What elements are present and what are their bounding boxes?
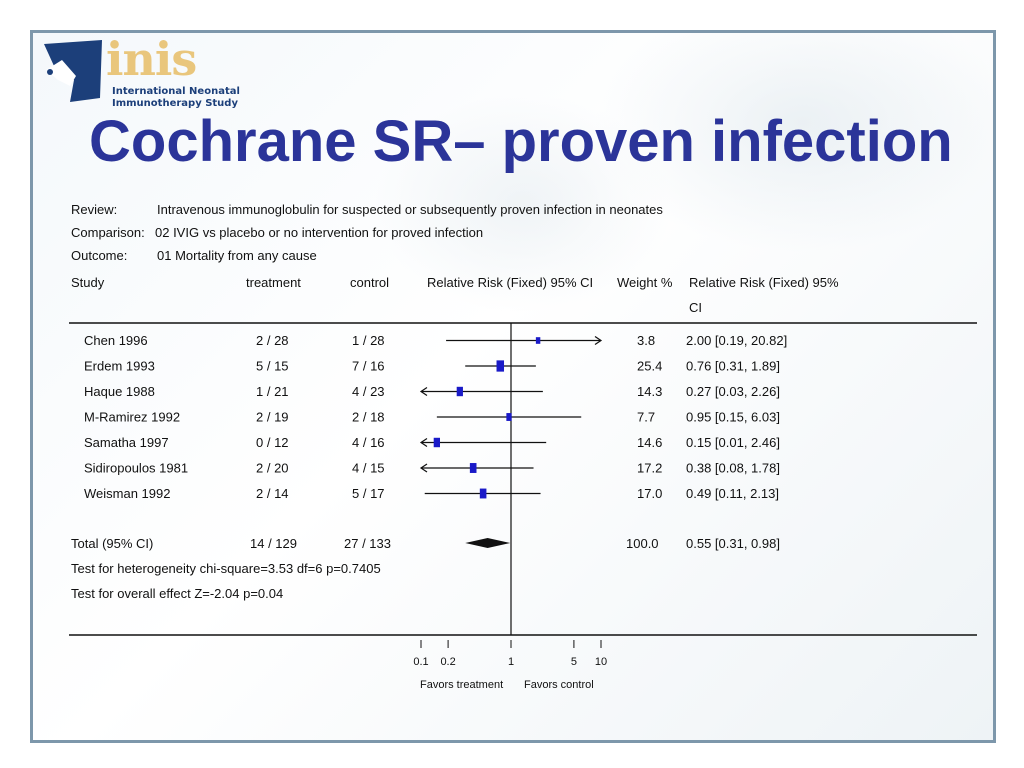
- column-header-weight: Weight %: [617, 275, 673, 290]
- effect-marker: [479, 488, 487, 499]
- total-control: 27 / 133: [344, 536, 391, 551]
- row-treatment: 5 / 15: [256, 359, 289, 374]
- logo-subtitle: Immunotherapy Study: [112, 98, 238, 109]
- axis-tick-label: 5: [571, 656, 577, 668]
- row-treatment: 0 / 12: [256, 435, 289, 450]
- row-study: Samatha 1997: [84, 435, 169, 450]
- total-weight: 100.0: [626, 536, 659, 551]
- total-treatment: 14 / 129: [250, 536, 297, 551]
- row-rr-text: 0.49 [0.11, 2.13]: [686, 486, 779, 501]
- row-weight: 17.2: [637, 461, 662, 476]
- ci-arrow-left: [419, 463, 428, 473]
- favors-treatment-label: Favors treatment: [420, 679, 503, 691]
- column-header-study: Study: [71, 275, 105, 290]
- row-control: 7 / 16: [352, 359, 385, 374]
- row-control: 4 / 15: [352, 461, 385, 476]
- row-treatment: 2 / 19: [256, 410, 289, 425]
- row-rr-text: 0.38 [0.08, 1.78]: [686, 461, 780, 476]
- row-rr-text: 0.76 [0.31, 1.89]: [686, 359, 780, 374]
- row-control: 1 / 28: [352, 333, 385, 348]
- row-treatment: 2 / 14: [256, 486, 289, 501]
- effect-marker: [433, 437, 440, 448]
- background-swirl: [373, 93, 673, 313]
- row-treatment: 1 / 21: [256, 384, 289, 399]
- column-header-treatment: treatment: [246, 275, 301, 290]
- row-study: Erdem 1993: [84, 359, 155, 374]
- effect-marker: [535, 337, 541, 344]
- row-study: Chen 1996: [84, 333, 148, 348]
- row-rr-text: 0.95 [0.15, 6.03]: [686, 410, 780, 425]
- column-header-control: control: [350, 275, 389, 290]
- row-study: M-Ramirez 1992: [84, 410, 180, 425]
- row-weight: 3.8: [637, 333, 655, 348]
- row-control: 5 / 17: [352, 486, 385, 501]
- row-weight: 14.6: [637, 435, 662, 450]
- axis-tick-label: 0.2: [440, 656, 455, 668]
- row-weight: 7.7: [637, 410, 655, 425]
- corner-watermark: [894, 722, 897, 732]
- plot-marks: [419, 323, 603, 635]
- slide-title: Cochrane SR– proven infection: [89, 109, 953, 174]
- ci-arrow-right: [594, 336, 603, 345]
- column-header-rr: Relative Risk (Fixed) 95%: [689, 275, 839, 290]
- column-header-plot: Relative Risk (Fixed) 95% CI: [427, 275, 593, 290]
- slide-frame: [30, 30, 996, 743]
- review-value: Intravenous immunoglobulin for suspected…: [157, 202, 663, 217]
- row-treatment: 2 / 28: [256, 333, 289, 348]
- effect-marker: [496, 360, 505, 372]
- row-control: 4 / 16: [352, 435, 385, 450]
- axis-tick-label: 10: [595, 656, 607, 668]
- row-study: Weisman 1992: [84, 486, 170, 501]
- inis-logo: inis International Neonatal Immunotherap…: [40, 32, 240, 116]
- row-control: 2 / 18: [352, 410, 385, 425]
- row-weight: 25.4: [637, 359, 662, 374]
- comparison-value: 02 IVIG vs placebo or no intervention fo…: [155, 225, 483, 240]
- row-study: Haque 1988: [84, 384, 155, 399]
- row-rr-text: 2.00 [0.19, 20.82]: [686, 333, 787, 348]
- x-axis: 0.1 0.2 1 5 10: [413, 640, 607, 668]
- effect-marker: [469, 463, 477, 473]
- row-treatment: 2 / 20: [256, 461, 289, 476]
- axis-tick-label: 1: [508, 656, 514, 668]
- row-weight: 14.3: [637, 384, 662, 399]
- total-study: Total (95% CI): [71, 536, 153, 551]
- ci-arrow-left: [419, 387, 428, 396]
- review-label: Review:: [71, 202, 117, 217]
- outcome-label: Outcome:: [71, 248, 127, 263]
- logo-subtitle: International Neonatal: [112, 86, 240, 97]
- column-header-rr-ci: CI: [689, 300, 702, 315]
- heterogeneity-test: Test for heterogeneity chi-square=3.53 d…: [71, 561, 381, 576]
- outcome-value: 01 Mortality from any cause: [157, 248, 317, 263]
- row-control: 4 / 23: [352, 384, 385, 399]
- study-rows: Chen 1996 2 / 28 1 / 28 3.8 2.00 [0.19, 20.8…: [84, 333, 787, 501]
- total-diamond: [465, 538, 511, 548]
- favors-control-label: Favors control: [524, 679, 594, 691]
- effect-marker: [456, 386, 463, 397]
- logo-wordmark: inis: [106, 32, 197, 86]
- row-weight: 17.0: [637, 486, 662, 501]
- comparison-label: Comparison:: [71, 225, 145, 240]
- overall-effect-test: Test for overall effect Z=-2.04 p=0.04: [71, 586, 283, 601]
- row-rr-text: 0.27 [0.03, 2.26]: [686, 384, 780, 399]
- ci-arrow-left: [419, 438, 428, 447]
- effect-marker: [506, 413, 512, 421]
- row-study: Sidiropoulos 1981: [84, 461, 188, 476]
- total-rr-text: 0.55 [0.31, 0.98]: [686, 536, 780, 551]
- axis-tick-label: 0.1: [413, 656, 428, 668]
- row-rr-text: 0.15 [0.01, 2.46]: [686, 435, 780, 450]
- logo-mark-icon: [44, 40, 102, 102]
